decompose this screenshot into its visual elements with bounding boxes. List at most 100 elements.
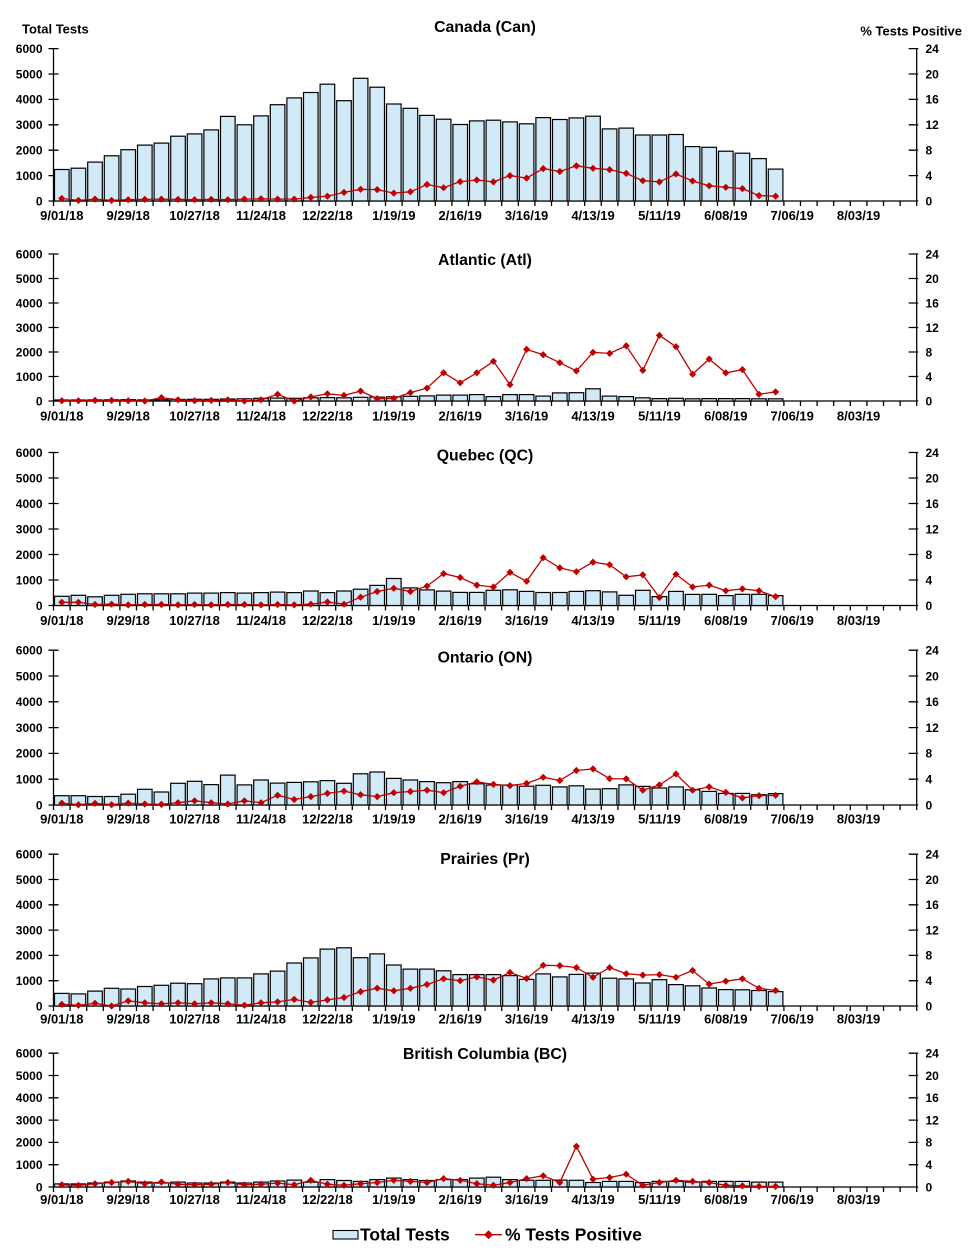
svg-text:8/03/19: 8/03/19	[837, 1012, 880, 1027]
svg-text:12/22/18: 12/22/18	[302, 812, 353, 827]
svg-text:5/11/19: 5/11/19	[638, 1192, 681, 1207]
svg-text:24: 24	[926, 42, 940, 56]
svg-text:10/27/18: 10/27/18	[169, 812, 220, 827]
svg-text:1000: 1000	[16, 773, 43, 787]
svg-text:2000: 2000	[16, 949, 43, 963]
svg-text:4/13/19: 4/13/19	[571, 812, 614, 827]
svg-text:8: 8	[926, 747, 933, 761]
svg-text:0: 0	[36, 599, 43, 613]
svg-text:British Columbia (BC): British Columbia (BC)	[403, 1046, 567, 1063]
svg-text:0: 0	[926, 999, 933, 1013]
svg-text:12: 12	[926, 923, 940, 937]
svg-text:4/13/19: 4/13/19	[571, 1192, 614, 1207]
svg-text:6/08/19: 6/08/19	[704, 1012, 747, 1027]
svg-text:3/16/19: 3/16/19	[505, 1012, 548, 1027]
svg-text:3000: 3000	[16, 321, 43, 335]
svg-text:4: 4	[926, 573, 933, 587]
svg-text:8/03/19: 8/03/19	[837, 408, 880, 423]
svg-text:2000: 2000	[16, 345, 43, 359]
svg-text:12/22/18: 12/22/18	[302, 408, 353, 423]
svg-text:4: 4	[926, 974, 933, 988]
svg-text:12/22/18: 12/22/18	[302, 1192, 353, 1207]
svg-text:2000: 2000	[16, 1136, 43, 1150]
svg-text:12: 12	[926, 522, 940, 536]
svg-text:12/22/18: 12/22/18	[302, 1012, 353, 1027]
svg-text:8/03/19: 8/03/19	[837, 208, 880, 223]
svg-text:1000: 1000	[16, 1158, 43, 1172]
svg-text:6000: 6000	[16, 247, 43, 261]
svg-text:9/29/18: 9/29/18	[107, 1012, 150, 1027]
svg-text:6000: 6000	[16, 42, 43, 56]
svg-text:5000: 5000	[16, 67, 43, 81]
svg-text:12/22/18: 12/22/18	[302, 208, 353, 223]
svg-text:5000: 5000	[16, 669, 43, 683]
svg-text:8/03/19: 8/03/19	[837, 613, 880, 628]
svg-text:Ontario (ON): Ontario (ON)	[438, 649, 533, 666]
svg-text:4000: 4000	[16, 93, 43, 107]
svg-text:9/01/18: 9/01/18	[40, 812, 83, 827]
svg-text:9/01/18: 9/01/18	[40, 408, 83, 423]
svg-text:12: 12	[926, 721, 940, 735]
svg-text:20: 20	[926, 272, 940, 286]
svg-text:8/03/19: 8/03/19	[837, 812, 880, 827]
svg-text:4000: 4000	[16, 898, 43, 912]
svg-text:9/01/18: 9/01/18	[40, 613, 83, 628]
svg-text:4/13/19: 4/13/19	[571, 208, 614, 223]
svg-text:16: 16	[926, 695, 940, 709]
svg-text:3000: 3000	[16, 118, 43, 132]
svg-text:8: 8	[926, 1136, 933, 1150]
svg-text:2/16/19: 2/16/19	[439, 613, 482, 628]
svg-text:2/16/19: 2/16/19	[439, 408, 482, 423]
svg-text:4: 4	[926, 370, 933, 384]
svg-text:3/16/19: 3/16/19	[505, 1192, 548, 1207]
svg-text:3000: 3000	[16, 721, 43, 735]
svg-text:20: 20	[926, 1069, 940, 1083]
svg-text:16: 16	[926, 93, 940, 107]
svg-text:3/16/19: 3/16/19	[505, 613, 548, 628]
svg-text:9/01/18: 9/01/18	[40, 208, 83, 223]
svg-text:6/08/19: 6/08/19	[704, 613, 747, 628]
svg-text:4000: 4000	[16, 1091, 43, 1105]
svg-text:0: 0	[36, 1180, 43, 1194]
svg-text:10/27/18: 10/27/18	[169, 208, 220, 223]
svg-text:Canada (Can): Canada (Can)	[434, 19, 536, 36]
svg-text:% Tests Positive: % Tests Positive	[860, 24, 962, 39]
svg-text:% Tests Positive: % Tests Positive	[505, 1225, 642, 1245]
svg-text:0: 0	[36, 999, 43, 1013]
svg-text:8: 8	[926, 548, 933, 562]
svg-text:5/11/19: 5/11/19	[638, 812, 681, 827]
svg-text:5000: 5000	[16, 272, 43, 286]
svg-text:5/11/19: 5/11/19	[638, 1012, 681, 1027]
svg-text:10/27/18: 10/27/18	[169, 1012, 220, 1027]
svg-text:3/16/19: 3/16/19	[505, 408, 548, 423]
svg-text:20: 20	[926, 471, 940, 485]
svg-text:4/13/19: 4/13/19	[571, 408, 614, 423]
svg-text:11/24/18: 11/24/18	[236, 408, 286, 423]
svg-text:7/06/19: 7/06/19	[771, 408, 814, 423]
svg-text:20: 20	[926, 669, 940, 683]
svg-text:1000: 1000	[16, 573, 43, 587]
svg-text:6/08/19: 6/08/19	[704, 1192, 747, 1207]
svg-text:24: 24	[926, 644, 940, 658]
svg-text:24: 24	[926, 1047, 940, 1061]
svg-text:1000: 1000	[16, 974, 43, 988]
svg-text:2/16/19: 2/16/19	[439, 1192, 482, 1207]
svg-text:9/29/18: 9/29/18	[107, 408, 150, 423]
svg-text:7/06/19: 7/06/19	[771, 208, 814, 223]
svg-text:0: 0	[36, 394, 43, 408]
svg-text:0: 0	[36, 194, 43, 208]
svg-text:4000: 4000	[16, 695, 43, 709]
svg-text:6/08/19: 6/08/19	[704, 208, 747, 223]
svg-text:4000: 4000	[16, 497, 43, 511]
svg-text:4: 4	[926, 169, 933, 183]
svg-text:8/03/19: 8/03/19	[837, 1192, 880, 1207]
svg-text:11/24/18: 11/24/18	[236, 1012, 286, 1027]
svg-text:2000: 2000	[16, 548, 43, 562]
svg-text:1/19/19: 1/19/19	[372, 613, 415, 628]
svg-text:1/19/19: 1/19/19	[372, 812, 415, 827]
svg-text:6000: 6000	[16, 446, 43, 460]
svg-text:1/19/19: 1/19/19	[372, 408, 415, 423]
svg-text:7/06/19: 7/06/19	[771, 1192, 814, 1207]
svg-text:3/16/19: 3/16/19	[505, 812, 548, 827]
svg-text:Atlantic (Atl): Atlantic (Atl)	[438, 252, 532, 269]
